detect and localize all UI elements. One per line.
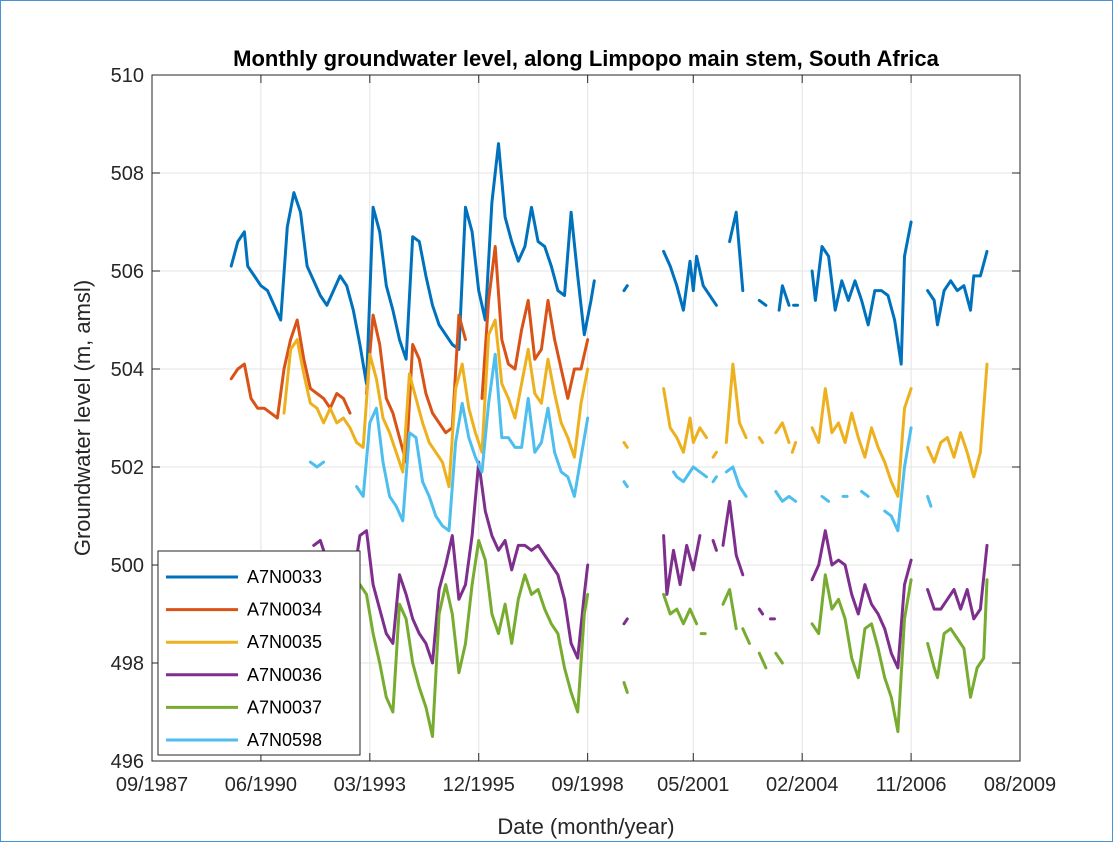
series-segment bbox=[711, 450, 718, 459]
series-segment bbox=[672, 465, 708, 484]
series-segment bbox=[355, 352, 590, 533]
series-segment bbox=[757, 298, 768, 307]
series-segment bbox=[724, 465, 748, 498]
series-segment bbox=[662, 534, 702, 596]
x-tick-labels: 09/1987 06/1990 03/1993 12/1995 09/1998 05/20… bbox=[116, 774, 1056, 796]
y-tick-label: 498 bbox=[111, 653, 144, 675]
axis-ticks bbox=[151, 74, 1021, 762]
series-segment bbox=[860, 490, 870, 498]
series-segment bbox=[622, 480, 629, 489]
y-tick-label: 496 bbox=[111, 751, 144, 773]
x-tick-label: 11/2006 bbox=[876, 774, 947, 796]
series-segment bbox=[724, 362, 748, 444]
x-tick-label: 02/2004 bbox=[766, 774, 838, 796]
legend-entry: A7N0033 bbox=[247, 567, 322, 587]
series-segment bbox=[711, 475, 718, 484]
legend-entry: A7N0035 bbox=[247, 632, 322, 652]
series-segment bbox=[926, 578, 989, 699]
series-segment bbox=[820, 494, 831, 503]
series-segment bbox=[810, 573, 913, 734]
x-tick-label: 12/1995 bbox=[443, 774, 515, 796]
series-segment bbox=[711, 539, 718, 552]
legend-entry: A7N0034 bbox=[247, 600, 322, 620]
series-a7n0036 bbox=[312, 460, 989, 670]
series-segment bbox=[282, 318, 590, 489]
series-segment bbox=[926, 362, 989, 479]
chart-title: Monthly groundwater level, along Limpopo… bbox=[233, 46, 939, 71]
legend-entry: A7N0037 bbox=[247, 697, 322, 717]
x-tick-label: 09/1998 bbox=[552, 774, 624, 796]
series-segment bbox=[810, 387, 913, 498]
y-tick-label: 510 bbox=[111, 65, 144, 87]
axes-box bbox=[151, 74, 1021, 762]
series-segment bbox=[662, 592, 699, 626]
series-segment bbox=[229, 142, 596, 386]
series-a7n0035 bbox=[282, 318, 989, 498]
series-segment bbox=[757, 607, 765, 616]
series-segment bbox=[774, 651, 784, 665]
series-segment bbox=[622, 681, 629, 694]
series-segment bbox=[883, 426, 913, 533]
series-segment bbox=[622, 617, 629, 626]
series-segment bbox=[622, 441, 629, 449]
series-a7n0033 bbox=[229, 142, 989, 386]
series-segment bbox=[810, 529, 913, 670]
y-tick-label: 502 bbox=[111, 457, 144, 479]
x-tick-label: 09/1987 bbox=[116, 774, 188, 796]
series-segment bbox=[741, 627, 751, 645]
series-segment bbox=[774, 490, 798, 503]
y-tick-label: 500 bbox=[111, 555, 144, 577]
series-segment bbox=[757, 436, 765, 444]
y-tick-label: 506 bbox=[111, 261, 144, 283]
series-segment bbox=[926, 543, 989, 621]
legend-entry: A7N0598 bbox=[247, 730, 322, 750]
y-tick-label: 504 bbox=[111, 359, 144, 381]
series-segment bbox=[728, 210, 745, 293]
series-segment bbox=[926, 249, 989, 327]
series-segment bbox=[365, 313, 467, 464]
series-segment bbox=[721, 588, 738, 631]
series-segment bbox=[774, 421, 791, 444]
series-segment bbox=[810, 220, 913, 366]
legend-entry: A7N0036 bbox=[247, 665, 322, 685]
series-segment bbox=[757, 651, 768, 670]
legend: A7N0033 A7N0034 A7N0035 A7N0036 A7N0037 A7N05… bbox=[157, 550, 361, 756]
series-segment bbox=[662, 387, 708, 454]
x-tick-label: 08/2009 bbox=[984, 774, 1056, 796]
series-segment bbox=[622, 284, 629, 293]
x-tick-label: 03/1993 bbox=[334, 774, 406, 796]
series-segment bbox=[790, 441, 798, 454]
series-a7n0598 bbox=[308, 352, 933, 533]
series-segment bbox=[926, 494, 933, 508]
y-tick-labels: 496 498 500 502 504 506 508 510 bbox=[111, 65, 144, 773]
series-segment bbox=[721, 499, 745, 577]
x-axis-label: Date (month/year) bbox=[497, 814, 674, 839]
x-tick-label: 06/1990 bbox=[225, 774, 297, 796]
legend-box bbox=[157, 550, 361, 756]
series-lines bbox=[229, 142, 989, 738]
y-axis-label: Groundwater level (m, amsl) bbox=[70, 280, 95, 556]
x-tick-label: 05/2001 bbox=[657, 774, 729, 796]
series-segment bbox=[777, 284, 791, 312]
series-segment bbox=[308, 460, 326, 469]
series-segment bbox=[312, 460, 590, 665]
y-tick-label: 508 bbox=[111, 163, 144, 185]
series-segment bbox=[662, 249, 718, 312]
series-segment bbox=[480, 245, 590, 400]
